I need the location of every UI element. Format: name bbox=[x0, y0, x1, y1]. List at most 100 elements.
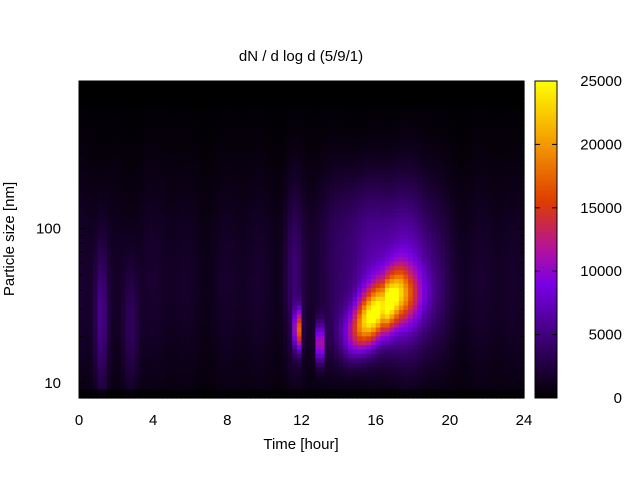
heatmap-cell bbox=[213, 107, 219, 113]
heatmap-cell bbox=[366, 182, 372, 188]
heatmap-cell bbox=[167, 164, 173, 170]
heatmap-cell bbox=[324, 230, 330, 236]
heatmap-cell bbox=[310, 125, 317, 131]
heatmap-cell bbox=[194, 142, 201, 148]
heatmap-cell bbox=[333, 199, 340, 205]
heatmap-cell bbox=[134, 239, 140, 245]
heatmap-cell bbox=[111, 81, 117, 86]
heatmap-cell bbox=[445, 89, 451, 95]
heatmap-cell bbox=[380, 151, 386, 157]
heatmap-cell bbox=[454, 283, 460, 289]
heatmap-cell bbox=[426, 160, 432, 166]
heatmap-cell bbox=[482, 199, 488, 205]
heatmap-cell bbox=[153, 169, 159, 175]
heatmap-cell bbox=[111, 208, 117, 214]
heatmap-cell bbox=[357, 151, 363, 157]
heatmap-cell bbox=[431, 270, 437, 276]
heatmap-cell bbox=[148, 177, 154, 183]
heatmap-cell bbox=[459, 138, 465, 144]
heatmap-cell bbox=[83, 116, 89, 122]
heatmap-cell bbox=[171, 292, 177, 298]
heatmap-cell bbox=[384, 270, 391, 276]
heatmap-cell bbox=[236, 120, 242, 126]
heatmap-cell bbox=[440, 235, 446, 241]
heatmap-cell bbox=[352, 85, 358, 91]
heatmap-cell bbox=[167, 292, 173, 298]
heatmap-cell bbox=[213, 81, 219, 86]
heatmap-cell bbox=[352, 292, 358, 298]
heatmap-cell bbox=[514, 103, 520, 109]
heatmap-cell bbox=[412, 182, 418, 188]
heatmap-cell bbox=[315, 270, 321, 276]
heatmap-cell bbox=[194, 213, 201, 219]
heatmap-cell bbox=[204, 186, 210, 192]
heatmap-cell bbox=[398, 230, 405, 236]
heatmap-cell bbox=[477, 248, 483, 254]
heatmap-cell bbox=[320, 191, 326, 197]
heatmap-cell bbox=[389, 235, 395, 241]
heatmap-cell bbox=[320, 279, 326, 285]
heatmap-cell bbox=[505, 94, 511, 100]
heatmap-cell bbox=[394, 230, 400, 236]
heatmap-cell bbox=[111, 191, 117, 197]
heatmap-cell bbox=[204, 213, 210, 219]
heatmap-cell bbox=[296, 125, 303, 131]
heatmap-cell bbox=[204, 89, 210, 95]
heatmap-cell bbox=[255, 292, 261, 298]
heatmap-cell bbox=[273, 133, 279, 139]
heatmap-cell bbox=[329, 252, 335, 258]
heatmap-cell bbox=[134, 305, 140, 311]
heatmap-cell bbox=[143, 142, 150, 148]
heatmap-cell bbox=[482, 252, 488, 258]
heatmap-cell bbox=[315, 204, 321, 210]
heatmap-cell bbox=[514, 252, 520, 258]
heatmap-cell bbox=[259, 248, 266, 254]
heatmap-cell bbox=[208, 301, 215, 307]
heatmap-cell bbox=[129, 177, 136, 183]
heatmap-cell bbox=[259, 283, 266, 289]
heatmap-cell bbox=[449, 239, 456, 245]
heatmap-cell bbox=[384, 199, 391, 205]
heatmap-cell bbox=[88, 204, 94, 210]
heatmap-cell bbox=[92, 89, 99, 95]
heatmap-cell bbox=[486, 94, 493, 100]
heatmap-cell bbox=[338, 177, 344, 183]
heatmap-cell bbox=[287, 195, 293, 201]
heatmap-cell bbox=[491, 98, 497, 104]
heatmap-cell bbox=[375, 270, 381, 276]
heatmap-cell bbox=[473, 296, 479, 302]
heatmap-cell bbox=[111, 138, 117, 144]
heatmap-cell bbox=[125, 221, 131, 227]
heatmap-cell bbox=[231, 164, 238, 170]
heatmap-cell bbox=[459, 243, 465, 249]
heatmap-cell bbox=[352, 265, 358, 271]
heatmap-cell bbox=[97, 226, 103, 232]
heatmap-cell bbox=[199, 257, 205, 263]
heatmap-cell bbox=[329, 274, 335, 280]
heatmap-cell bbox=[361, 138, 367, 144]
heatmap-cell bbox=[459, 191, 465, 197]
heatmap-cell bbox=[352, 274, 358, 280]
heatmap-cell bbox=[486, 138, 493, 144]
heatmap-cell bbox=[403, 125, 409, 131]
heatmap-cell bbox=[426, 85, 432, 91]
heatmap-cell bbox=[250, 226, 256, 232]
heatmap-cell bbox=[459, 89, 465, 95]
heatmap-cell bbox=[143, 177, 150, 183]
heatmap-cell bbox=[329, 142, 335, 148]
heatmap-cell bbox=[440, 125, 446, 131]
heatmap-cell bbox=[384, 173, 391, 179]
heatmap-cell bbox=[116, 155, 122, 161]
heatmap-cell bbox=[245, 221, 252, 227]
heatmap-cell bbox=[190, 283, 196, 289]
heatmap-cell bbox=[496, 81, 502, 86]
heatmap-cell bbox=[389, 116, 395, 122]
heatmap-cell bbox=[380, 213, 386, 219]
heatmap-cell bbox=[153, 230, 159, 236]
heatmap-cell bbox=[143, 191, 150, 197]
heatmap-cell bbox=[227, 208, 233, 214]
heatmap-cell bbox=[204, 120, 210, 126]
heatmap-cell bbox=[259, 120, 266, 126]
heatmap-cell bbox=[199, 120, 205, 126]
heatmap-cell bbox=[324, 221, 330, 227]
